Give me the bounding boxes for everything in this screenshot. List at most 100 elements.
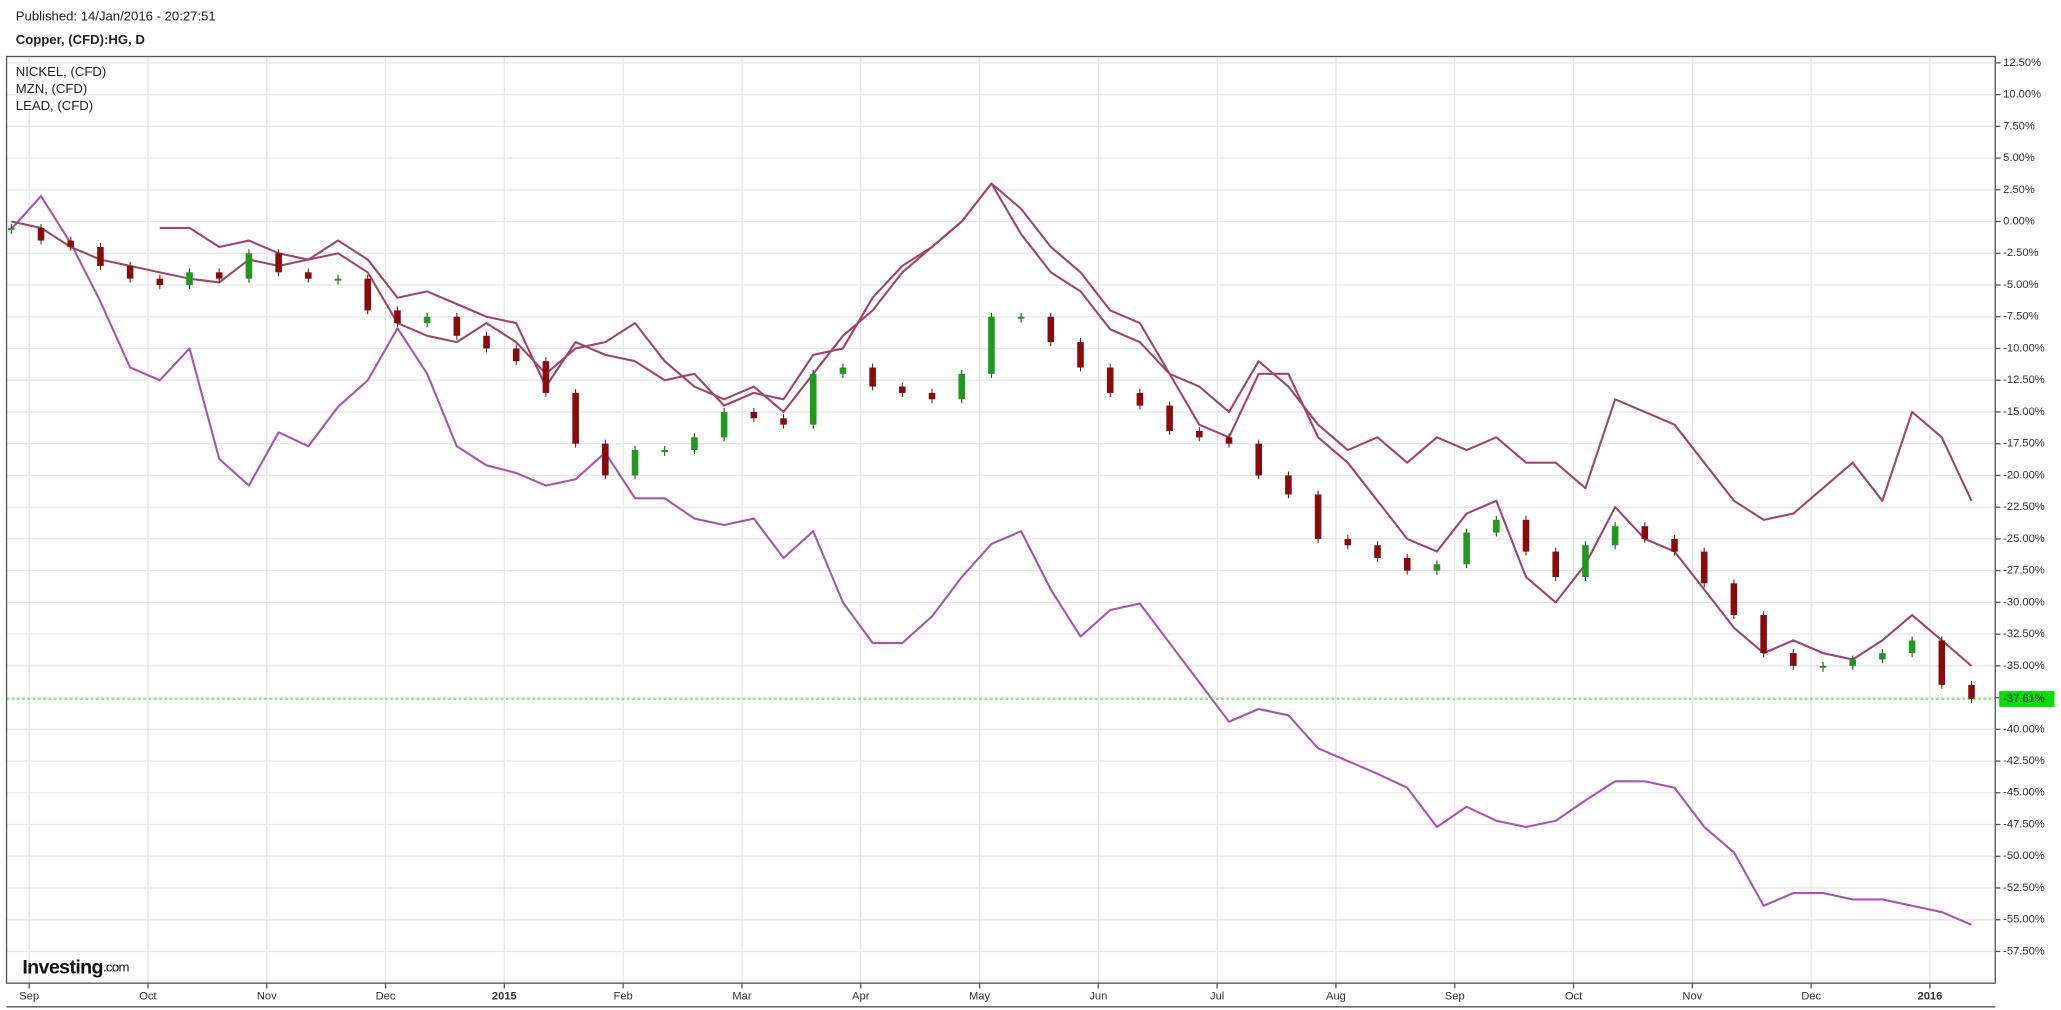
candle — [1374, 545, 1381, 558]
candle — [839, 367, 847, 374]
candle — [750, 411, 758, 419]
candle — [1196, 430, 1203, 438]
logo-main: Investing — [22, 957, 103, 979]
x-tick-label: Apr — [852, 990, 870, 1002]
candle — [1879, 653, 1886, 660]
current-value-box — [1999, 691, 2055, 707]
candle — [1255, 443, 1263, 476]
x-tick-label: Aug — [1326, 990, 1346, 1002]
x-tick-label: Feb — [614, 990, 633, 1002]
x-tick-label: 2015 — [492, 990, 517, 1002]
plot — [6, 182, 1996, 926]
candle — [988, 316, 995, 374]
logo: Investing.com — [22, 957, 129, 979]
candle — [334, 278, 342, 281]
x-tick-label: Sep — [1445, 990, 1465, 1002]
x-tick-label: Oct — [1565, 990, 1583, 1002]
candle — [1849, 659, 1857, 666]
candle — [1344, 538, 1352, 546]
x-tick-label: Dec — [1801, 990, 1821, 1002]
candle — [1611, 526, 1619, 546]
candle — [1136, 392, 1144, 406]
y-tick-label: -35.00% — [2003, 660, 2045, 672]
candle — [67, 240, 75, 247]
published: Published: 14/Jan/2016 - 20:27:51 — [16, 9, 216, 24]
candle — [572, 392, 579, 444]
candle — [1285, 475, 1292, 495]
candle — [97, 246, 104, 266]
series-line — [11, 182, 1973, 521]
y-tick-label: -22.50% — [2003, 501, 2045, 513]
y-tick-label: -17.50% — [2003, 438, 2045, 450]
candle — [1908, 640, 1916, 654]
candle — [1730, 583, 1738, 616]
candle — [1433, 564, 1441, 571]
x-tick-label: Dec — [376, 990, 396, 1002]
candle — [661, 450, 669, 453]
y-tick-label: -47.50% — [2003, 818, 2045, 830]
y-tick-label: -10.00% — [2003, 342, 2045, 354]
y-tick-label: 5.00% — [2003, 152, 2035, 164]
y-tick-label: -50.00% — [2003, 850, 2045, 862]
y-tick-label: -30.00% — [2003, 596, 2045, 608]
logo-suffix: .com — [103, 960, 130, 975]
candle — [126, 265, 134, 279]
y-tick-label: -25.00% — [2003, 533, 2045, 545]
y-tick-label: -7.50% — [2003, 311, 2038, 323]
y-tick-label: -45.00% — [2003, 787, 2045, 799]
x-tick-label: May — [969, 990, 990, 1002]
candle — [37, 227, 45, 241]
y-tick-label: 7.50% — [2003, 120, 2035, 132]
chart-title: Copper, (CFD):HG, D — [16, 32, 145, 47]
candle — [1819, 665, 1827, 668]
x-tick-label: Oct — [139, 990, 157, 1002]
y-tick-label: -12.50% — [2003, 374, 2045, 386]
candle — [809, 373, 817, 425]
y-tick-label: 10.00% — [2003, 89, 2041, 101]
candle — [1671, 538, 1678, 552]
candle — [1582, 545, 1589, 577]
candle — [453, 316, 461, 336]
series-line — [10, 195, 1972, 926]
candle — [394, 310, 401, 324]
y-tick-label: -40.00% — [2003, 723, 2045, 735]
legend-entry: NICKEL, (CFD) — [16, 64, 106, 79]
candle — [215, 272, 223, 279]
plot-frame — [5, 55, 1996, 984]
grid — [6, 56, 1996, 984]
candle — [1760, 615, 1767, 654]
y-tick-label: -57.50% — [2003, 945, 2045, 957]
candle — [156, 278, 164, 286]
y-tick-label: -32.50% — [2003, 628, 2045, 640]
candle — [720, 411, 728, 438]
candle — [691, 437, 698, 451]
x-tick-label: 2016 — [1918, 990, 1943, 1002]
candle — [780, 418, 787, 425]
candle — [869, 367, 876, 387]
candle — [512, 348, 520, 362]
y-tick-label: 0.00% — [2003, 215, 2035, 227]
y-tick-label: 12.50% — [2003, 57, 2041, 69]
x-tick-label: Jul — [1210, 990, 1224, 1002]
candle — [1077, 342, 1084, 368]
x-tick-label: Nov — [1682, 990, 1702, 1002]
x-tick-label: Mar — [732, 990, 751, 1002]
y-tick-label: 2.50% — [2003, 184, 2035, 196]
x-tick-label: Jun — [1089, 990, 1107, 1002]
candle — [1314, 494, 1322, 539]
candle — [305, 272, 312, 279]
y-tick-label: -15.00% — [2003, 406, 2045, 418]
candle — [1463, 532, 1470, 565]
candle — [186, 272, 193, 286]
candle — [364, 278, 372, 311]
candle — [1403, 557, 1411, 571]
candle — [602, 443, 609, 476]
candle — [1522, 519, 1530, 552]
current-value-label: -37.61% — [2003, 693, 2045, 705]
candle — [1493, 519, 1500, 533]
candle — [1552, 551, 1560, 577]
candle — [631, 450, 639, 476]
